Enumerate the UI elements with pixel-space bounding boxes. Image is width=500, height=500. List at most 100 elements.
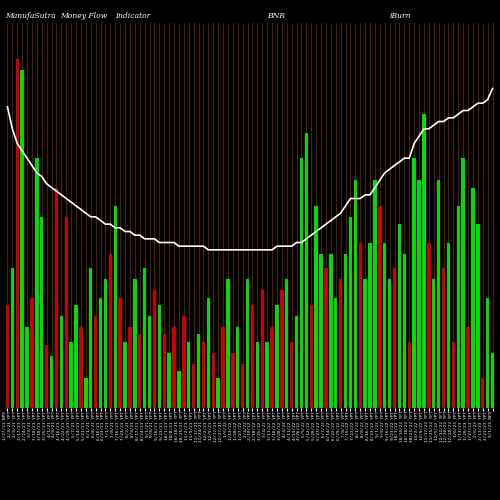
Bar: [427, 242, 430, 408]
Bar: [124, 342, 127, 407]
Bar: [226, 279, 230, 407]
Text: BNR: BNR: [268, 12, 285, 20]
Bar: [104, 279, 107, 407]
Bar: [383, 242, 386, 408]
Bar: [388, 279, 392, 407]
Bar: [466, 327, 470, 407]
Bar: [148, 316, 152, 408]
Bar: [177, 371, 180, 408]
Bar: [54, 188, 58, 408]
Bar: [393, 268, 396, 407]
Bar: [432, 279, 436, 407]
Bar: [172, 327, 176, 407]
Bar: [94, 316, 98, 408]
Bar: [442, 268, 446, 407]
Bar: [212, 352, 215, 408]
Bar: [471, 188, 474, 408]
Bar: [35, 158, 38, 408]
Bar: [250, 305, 254, 408]
Bar: [491, 352, 494, 408]
Bar: [373, 180, 376, 408]
Bar: [320, 254, 323, 408]
Bar: [222, 327, 225, 407]
Bar: [275, 305, 278, 408]
Bar: [266, 342, 269, 407]
Bar: [99, 298, 102, 408]
Bar: [74, 305, 78, 408]
Bar: [256, 342, 259, 407]
Bar: [295, 316, 298, 408]
Bar: [70, 342, 73, 407]
Bar: [339, 279, 342, 407]
Text: Money Flow: Money Flow: [60, 12, 107, 20]
Bar: [260, 290, 264, 408]
Bar: [40, 217, 43, 408]
Bar: [133, 279, 136, 407]
Text: ManufaSutra: ManufaSutra: [5, 12, 56, 20]
Bar: [481, 378, 484, 408]
Bar: [344, 254, 348, 408]
Bar: [378, 206, 382, 408]
Bar: [334, 298, 338, 408]
Bar: [300, 158, 303, 408]
Bar: [462, 158, 465, 408]
Bar: [310, 305, 313, 408]
Bar: [202, 342, 205, 407]
Bar: [231, 352, 234, 408]
Bar: [20, 70, 24, 407]
Bar: [236, 327, 240, 407]
Bar: [128, 327, 132, 407]
Bar: [158, 305, 161, 408]
Bar: [290, 342, 294, 407]
Bar: [280, 290, 283, 408]
Bar: [138, 334, 141, 407]
Bar: [114, 206, 117, 408]
Bar: [418, 180, 421, 408]
Bar: [437, 180, 440, 408]
Text: Indicator: Indicator: [115, 12, 150, 20]
Bar: [246, 279, 250, 407]
Bar: [354, 180, 357, 408]
Bar: [324, 268, 328, 407]
Bar: [108, 254, 112, 408]
Bar: [304, 132, 308, 407]
Bar: [192, 364, 196, 408]
Bar: [50, 356, 53, 408]
Bar: [79, 327, 82, 407]
Bar: [45, 345, 48, 408]
Bar: [358, 242, 362, 408]
Bar: [408, 342, 411, 407]
Bar: [270, 327, 274, 407]
Bar: [486, 298, 490, 408]
Bar: [152, 290, 156, 408]
Bar: [216, 378, 220, 408]
Bar: [452, 342, 455, 407]
Text: iBurn: iBurn: [390, 12, 411, 20]
Bar: [10, 268, 14, 407]
Bar: [182, 316, 186, 408]
Bar: [348, 217, 352, 408]
Bar: [412, 158, 416, 408]
Bar: [241, 364, 244, 408]
Bar: [118, 298, 122, 408]
Bar: [26, 327, 29, 407]
Bar: [329, 254, 332, 408]
Bar: [446, 242, 450, 408]
Bar: [398, 224, 401, 408]
Bar: [422, 114, 426, 408]
Bar: [60, 316, 63, 408]
Bar: [64, 217, 68, 408]
Bar: [285, 279, 288, 407]
Bar: [368, 242, 372, 408]
Bar: [402, 254, 406, 408]
Bar: [89, 268, 92, 407]
Bar: [197, 334, 200, 407]
Bar: [168, 352, 171, 408]
Bar: [187, 342, 190, 407]
Bar: [143, 268, 146, 407]
Bar: [30, 298, 34, 408]
Bar: [364, 279, 367, 407]
Bar: [16, 59, 19, 408]
Bar: [6, 305, 9, 408]
Bar: [206, 298, 210, 408]
